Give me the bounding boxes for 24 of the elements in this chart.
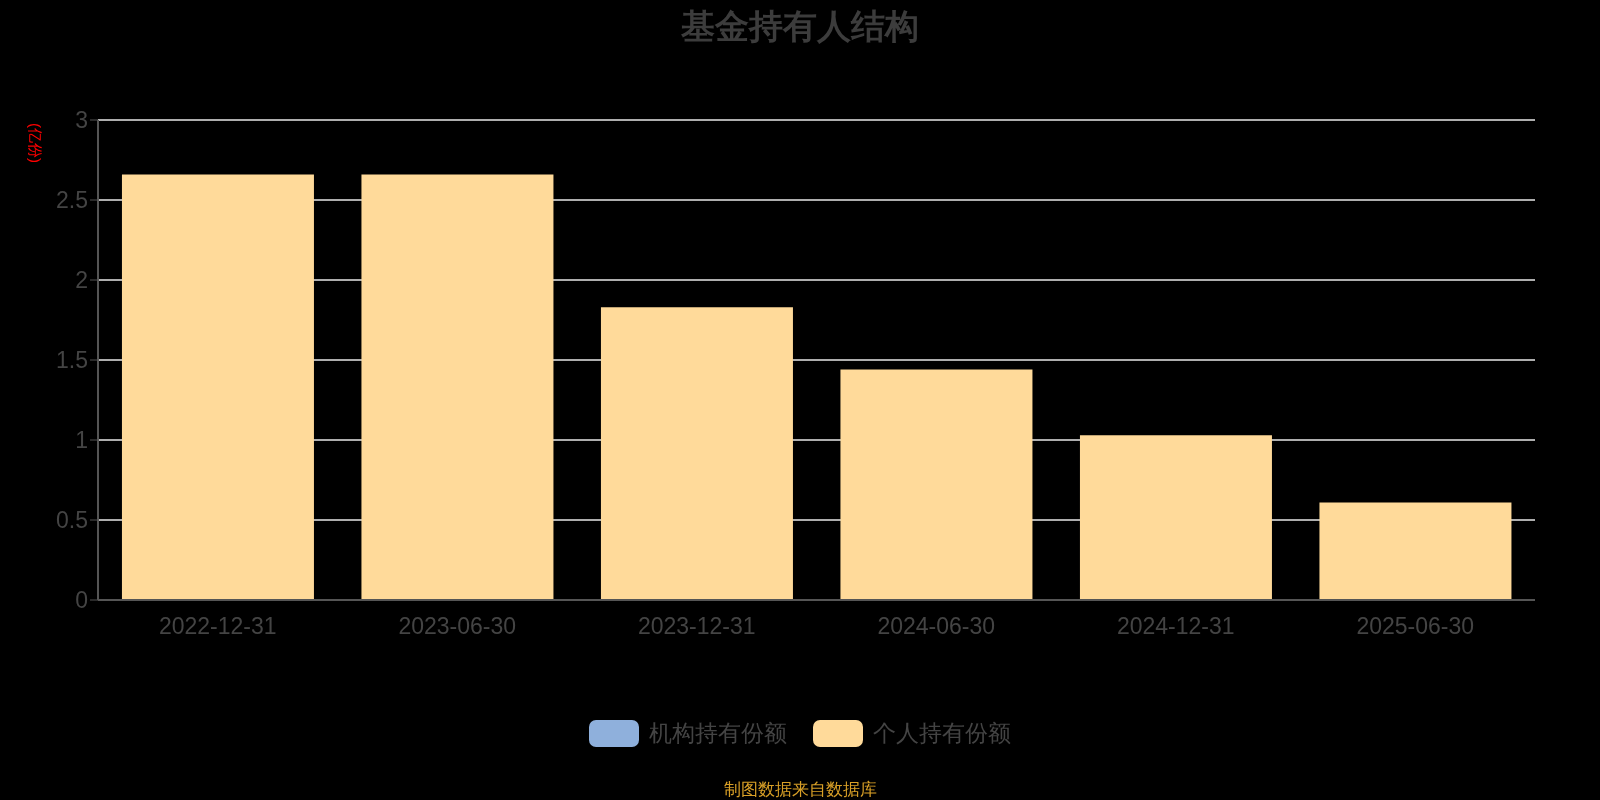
x-tick-label: 2024-12-31 [1116, 613, 1235, 640]
y-tick-label: 0.5 [56, 507, 88, 534]
y-tick-label: 2 [75, 267, 88, 294]
x-tick-label: 2024-06-30 [877, 613, 996, 640]
bar [840, 369, 1033, 600]
y-tick-label: 1.5 [56, 347, 88, 374]
x-tick-label: 2023-12-31 [637, 613, 756, 640]
text: 制图数据来自数据库 [722, 779, 878, 800]
bar [361, 174, 554, 600]
bar [121, 174, 314, 600]
chart-title: 基金持有人结构 [680, 6, 920, 47]
y-tick-label: 1 [75, 427, 88, 454]
bar [1319, 502, 1512, 600]
y-tick-label: 0 [75, 587, 88, 614]
y-axis-title: (亿份) [27, 123, 45, 163]
y-tick-label: 2.5 [56, 187, 88, 214]
legend-label: 个人持有份额 [873, 719, 1011, 748]
bar [1079, 435, 1272, 600]
x-tick-label: 2025-06-30 [1356, 613, 1475, 640]
x-tick-label: 2023-06-30 [398, 613, 517, 640]
bar [600, 307, 793, 600]
y-tick-label: 3 [75, 107, 88, 134]
x-tick-label: 2022-12-31 [158, 613, 277, 640]
legend-label: 机构持有份额 [649, 719, 787, 748]
